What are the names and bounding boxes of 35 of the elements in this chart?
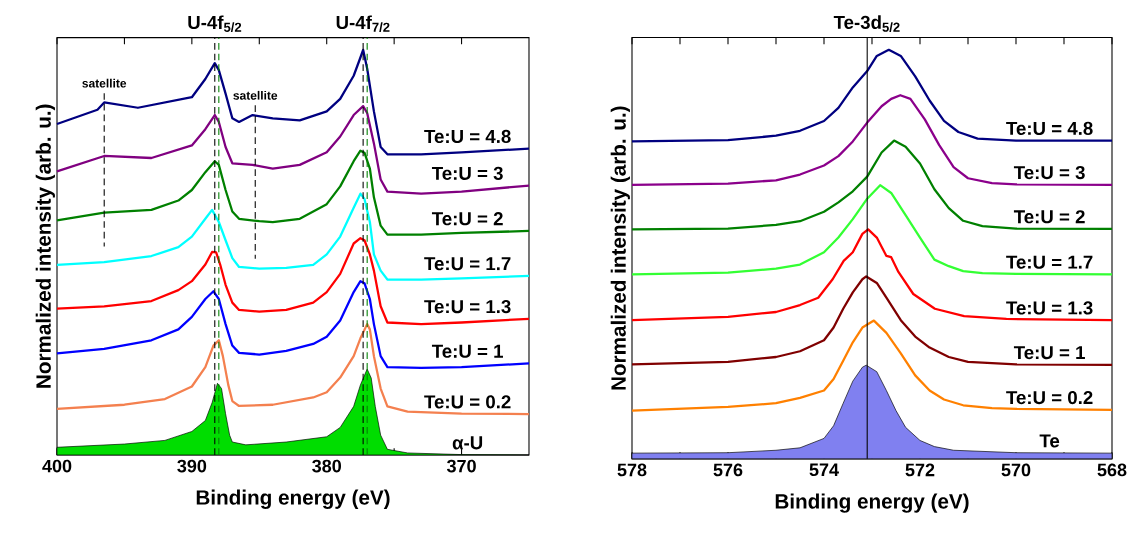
x-tick-label: 380: [312, 459, 341, 473]
x-axis-title: Binding energy (eV): [196, 489, 390, 509]
x-tick-label: 576: [713, 463, 743, 477]
y-axis-title: Normalized intensity (arb. u.): [610, 106, 630, 390]
x-axis-title: Binding energy (eV): [775, 493, 969, 513]
y-axis-title: Normalized intensity (arb. u.): [35, 104, 55, 388]
series-label: Te:U = 1.3: [1006, 301, 1093, 315]
x-tick-label: 570: [1001, 463, 1031, 477]
x-tick-label: 578: [617, 463, 647, 477]
series-label: Te:U = 2: [431, 212, 503, 226]
x-tick-label: 572: [905, 463, 935, 477]
series-label: Te:U = 4.8: [424, 129, 511, 144]
x-tick-label: 370: [446, 459, 476, 473]
series-label: Te:U = 4.8: [1006, 121, 1093, 136]
x-tick-label: 400: [42, 459, 72, 473]
x-tick-label: 574: [809, 463, 839, 477]
series-label: Te:U = 1.7: [424, 257, 511, 271]
series-label: Te:U = 0.2: [424, 395, 511, 409]
series-label: Te:U = 1.3: [424, 299, 511, 314]
series-label: Te:U = 3: [1013, 165, 1085, 180]
series-label: Te:U = 0.2: [1006, 390, 1093, 405]
x-tick-label: 568: [1097, 463, 1127, 477]
series-label: Te: [1039, 434, 1060, 448]
series-label: Te:U = 1.7: [1006, 255, 1093, 269]
series-label: α-U: [452, 436, 483, 450]
ref-line-label: Te-3d$_{5/2}$: [833, 15, 900, 32]
annotation: satellite: [82, 78, 127, 88]
ref-line-label: U-4f$_{7/2}$: [336, 15, 390, 33]
series-label: Te:U = 2: [1013, 210, 1085, 224]
annotation: satellite: [233, 90, 278, 100]
ref-line-label: U-4f$_{5/2}$: [188, 15, 242, 33]
series-label: Te:U = 3: [431, 166, 503, 180]
series-label: Te:U = 1: [1013, 346, 1085, 360]
x-tick-label: 390: [177, 459, 207, 473]
series-label: Te:U = 1: [431, 344, 503, 358]
